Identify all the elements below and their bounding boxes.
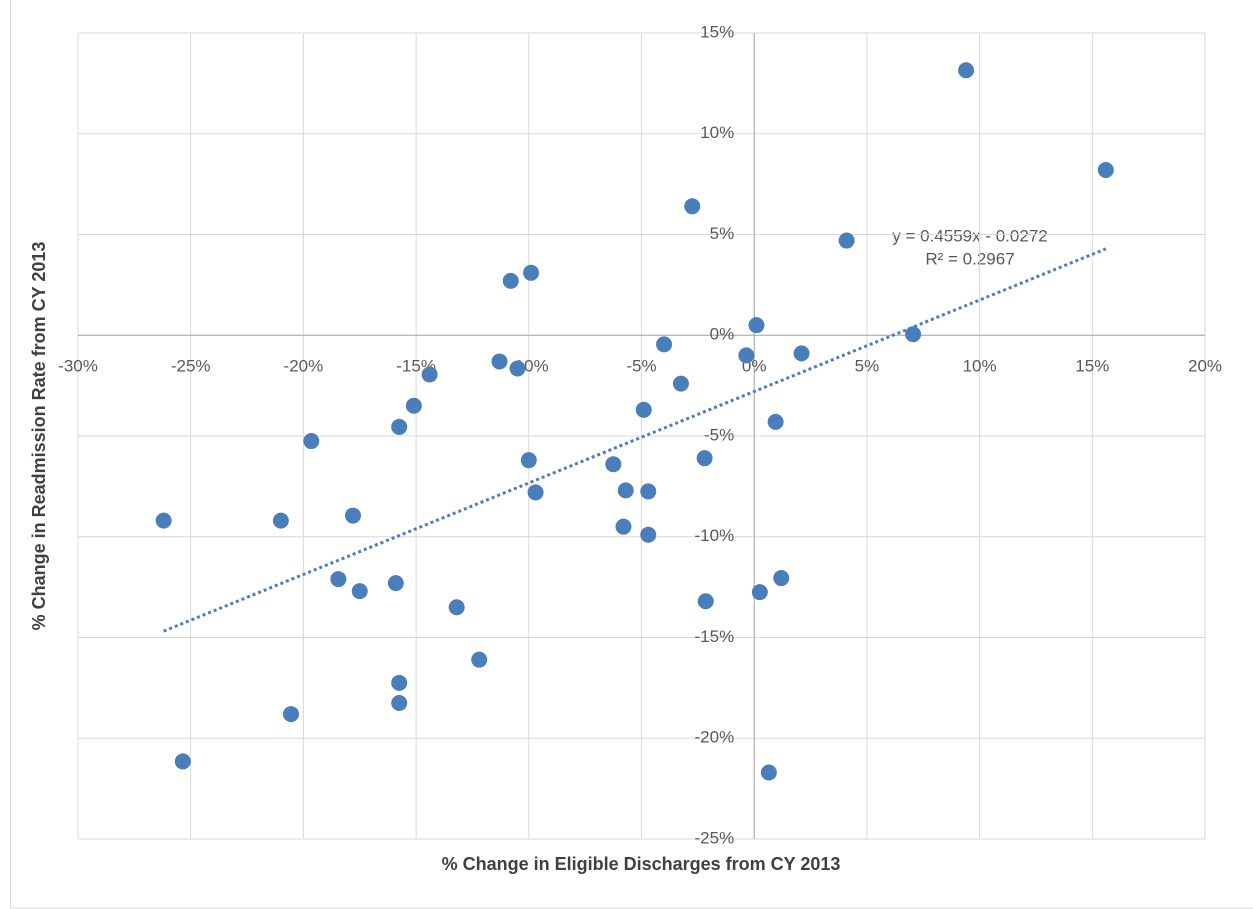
y-tick-label: -25% xyxy=(695,828,735,847)
point xyxy=(391,418,408,435)
point xyxy=(155,512,172,529)
x-tick-label: 10% xyxy=(963,357,997,376)
point xyxy=(421,366,438,383)
point xyxy=(351,583,368,600)
point xyxy=(391,674,408,691)
y-tick-label: -10% xyxy=(695,526,735,545)
point xyxy=(471,651,488,668)
point xyxy=(838,232,855,249)
point xyxy=(283,706,300,723)
point xyxy=(502,272,519,289)
point xyxy=(448,599,465,616)
x-axis-title: % Change in Eligible Discharges from CY … xyxy=(442,854,841,874)
point xyxy=(672,375,689,392)
point xyxy=(330,571,347,588)
trendline-equation: y = 0.4559x - 0.0272 xyxy=(892,226,1047,245)
point xyxy=(905,326,922,343)
point xyxy=(696,450,713,467)
point xyxy=(303,433,320,450)
point xyxy=(491,353,508,370)
point xyxy=(958,62,975,79)
point xyxy=(748,317,765,334)
y-tick-label: 0% xyxy=(710,325,735,344)
point xyxy=(684,198,701,215)
point xyxy=(387,575,404,592)
point xyxy=(174,753,191,770)
point xyxy=(405,397,422,414)
point xyxy=(767,413,784,430)
point xyxy=(509,360,526,377)
trendline xyxy=(163,247,1107,633)
point xyxy=(793,345,810,362)
point xyxy=(751,584,768,601)
trendline-r2: R² = 0.2967 xyxy=(925,249,1014,268)
point xyxy=(773,570,790,587)
point xyxy=(617,482,634,499)
point xyxy=(527,484,544,501)
x-tick-label: 5% xyxy=(855,357,880,376)
y-tick-label: -15% xyxy=(695,627,735,646)
point xyxy=(697,593,714,610)
point xyxy=(605,456,622,473)
y-axis-title: % Change in Readmission Rate from CY 201… xyxy=(29,242,49,631)
x-tick-label: 20% xyxy=(1188,357,1222,376)
point xyxy=(656,336,673,353)
point xyxy=(1097,162,1114,179)
point xyxy=(272,512,289,529)
point xyxy=(344,507,361,524)
y-tick-label: 5% xyxy=(710,224,735,243)
y-tick-label: 15% xyxy=(700,22,734,41)
point xyxy=(523,264,540,281)
point xyxy=(391,694,408,711)
point xyxy=(760,764,777,781)
y-tick-label: 10% xyxy=(700,123,734,142)
x-tick-label: -25% xyxy=(171,357,211,376)
point xyxy=(640,483,657,500)
point xyxy=(635,401,652,418)
point xyxy=(738,347,755,364)
y-tick-label: -5% xyxy=(704,425,734,444)
x-tick-label: 15% xyxy=(1075,357,1109,376)
point xyxy=(615,518,632,535)
point xyxy=(640,526,657,543)
x-tick-label: -20% xyxy=(284,357,324,376)
x-tick-label: -5% xyxy=(626,357,656,376)
y-tick-label: -20% xyxy=(695,728,735,747)
point xyxy=(520,452,537,469)
x-tick-label: -30% xyxy=(58,357,98,376)
chart-border xyxy=(10,0,1253,909)
